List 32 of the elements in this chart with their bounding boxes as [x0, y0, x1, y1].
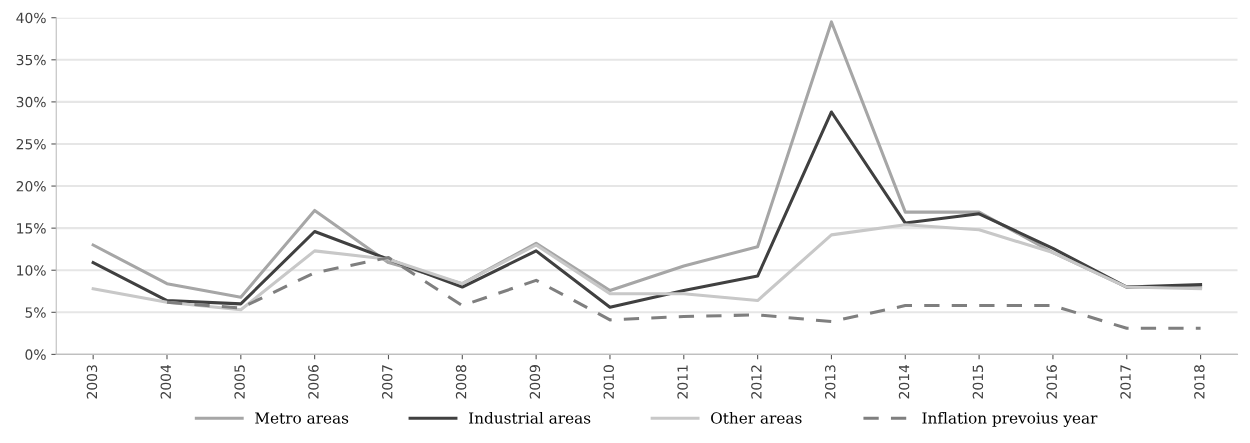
x-tick-label: 2012	[751, 365, 762, 399]
y-tick-label: 25%	[16, 138, 46, 150]
x-tick-label: 2006	[308, 365, 319, 399]
x-tick-label: 2016	[1046, 365, 1057, 399]
y-tick-label: 30%	[16, 96, 46, 108]
x-tick-label: 2004	[160, 364, 172, 399]
y-tick-label: 40%	[16, 12, 46, 24]
x-tick-label: 2014	[898, 364, 910, 399]
x-tick-label: 2005	[234, 365, 245, 399]
x-tick-label: 2011	[677, 365, 688, 399]
y-tick-label: 35%	[16, 54, 46, 66]
x-tick-label: 2018	[1194, 365, 1205, 399]
x-tick-label: 2008	[455, 365, 467, 399]
line-series	[91, 223, 1203, 312]
x-tick-label: 2007	[382, 365, 393, 399]
x-tick-label: 2013	[824, 365, 836, 399]
x-tick-label: 2015	[972, 365, 984, 399]
y-tick-label: 10%	[17, 265, 46, 276]
line-series	[165, 256, 1203, 330]
y-tick-label: 5%	[25, 307, 46, 318]
legend-label: Industrial areas	[468, 411, 591, 424]
x-tick-label: 2010	[603, 365, 614, 399]
legend-label: Other areas	[711, 411, 802, 424]
y-tick-label: 15%	[17, 223, 46, 234]
x-tick-label: 2009	[529, 365, 541, 399]
line-series	[91, 110, 1203, 309]
y-tick-label: 20%	[16, 181, 46, 192]
y-tick-label: 0%	[25, 349, 46, 360]
legend-label: Metro areas	[255, 412, 349, 424]
x-tick-label: 2017	[1120, 365, 1131, 399]
legend-label: Inflation prevoius year	[922, 411, 1098, 427]
x-tick-label: 2003	[86, 365, 98, 399]
